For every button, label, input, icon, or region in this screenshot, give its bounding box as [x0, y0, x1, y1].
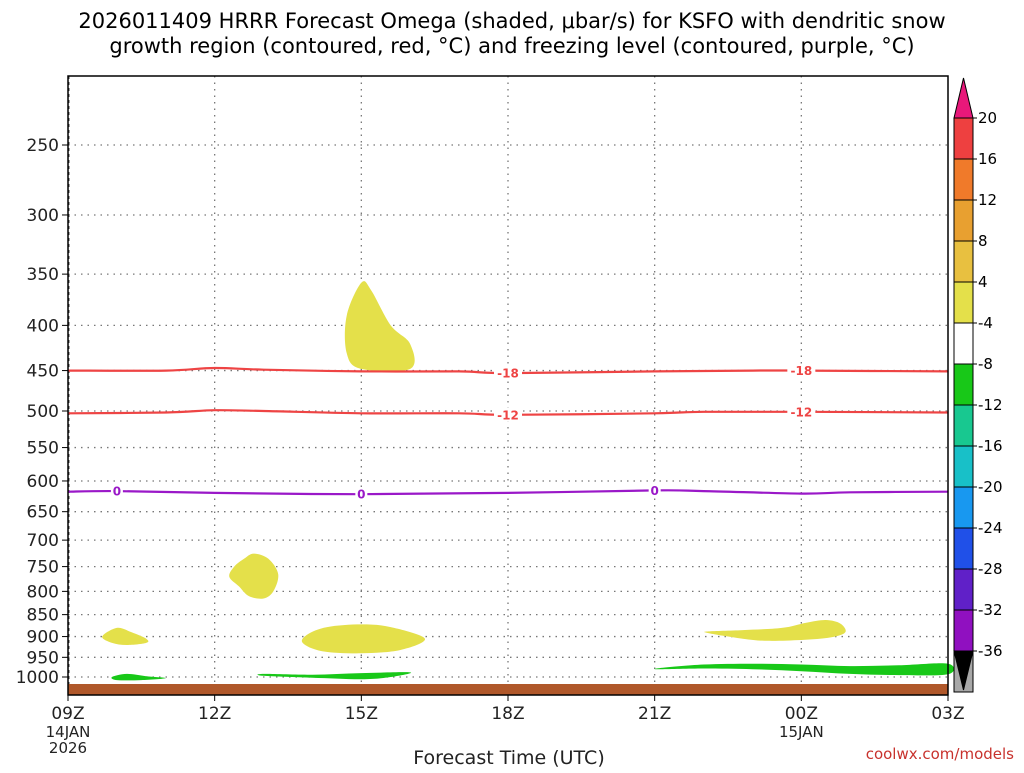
y-tick-label: 900	[27, 628, 59, 648]
colorbar-label: 4	[978, 273, 988, 291]
y-tick-label: 300	[27, 206, 59, 226]
x-tick-year: 2026	[49, 739, 87, 757]
y-tick-label: 750	[27, 558, 59, 578]
colorbar-segment	[953, 199, 974, 242]
colorbar-segment	[953, 568, 974, 611]
colorbar-label: -8	[978, 355, 993, 373]
dgz-minus18-label: -18	[497, 367, 519, 381]
colorbar-segment	[953, 322, 974, 365]
downward-omega-minus4to8-1000hpa-a	[111, 673, 166, 681]
x-tick-date: 15JAN	[779, 723, 824, 741]
y-tick-label: 450	[27, 362, 59, 382]
colorbar-label: -4	[978, 314, 993, 332]
colorbar-label: -28	[978, 560, 1003, 578]
x-tick-label: 18Z	[491, 704, 524, 724]
freezing-level-0-label-bg	[355, 487, 368, 502]
omega-shading	[102, 281, 955, 681]
x-tick-label: 21Z	[638, 704, 671, 724]
x-tick-label: 03Z	[931, 704, 964, 724]
dgz-minus18-line	[67, 366, 949, 375]
colorbar-label: -16	[978, 437, 1003, 455]
x-tick-label: 09Z	[51, 704, 84, 724]
downward-omega-minus4to8-1000hpa-b	[257, 672, 412, 680]
dgz-minus12-label: -12	[497, 408, 519, 422]
y-tick-label: 650	[27, 503, 59, 523]
colorbar-segment	[953, 240, 974, 283]
colorbar-label: 8	[978, 232, 988, 250]
chart-title-line2: growth region (contoured, red, °C) and f…	[109, 34, 914, 58]
colorbar-label: 20	[978, 109, 997, 127]
credit-text[interactable]: coolwx.com/models	[866, 745, 1014, 763]
terrain	[68, 684, 948, 695]
y-tick-label: 550	[27, 439, 59, 459]
contour-lines: -18 -18 -12 -12 0 0 0	[67, 363, 949, 502]
dgz-minus12-label: -12	[790, 405, 812, 419]
x-axis-label: Forecast Time (UTC)	[413, 747, 604, 768]
colorbar-label: -32	[978, 601, 1003, 619]
downward-omega-minus4to8-1000hpa-c	[654, 663, 955, 676]
dgz-minus12-label-bg	[787, 404, 816, 419]
y-tick-label: 950	[27, 648, 59, 668]
colorbar-segment	[953, 281, 974, 324]
freezing-level-0-label-bg	[110, 484, 123, 499]
x-tick-label: 00Z	[785, 704, 818, 724]
dgz-minus18-label: -18	[790, 364, 812, 378]
dgz-minus18-label-bg	[494, 366, 522, 381]
colorbar-segment	[953, 486, 974, 529]
y-tick-label: 800	[27, 582, 59, 602]
x-tick-label: 15Z	[345, 704, 378, 724]
grid	[68, 76, 948, 695]
upward-omega-4to8-895hpa-c	[704, 619, 846, 641]
colorbar-top-arrow	[953, 77, 974, 119]
x-tick-label: 12Z	[198, 704, 231, 724]
freezing-level-0-label: 0	[650, 484, 658, 498]
colorbar-segment	[953, 363, 974, 406]
colorbar-bottom-arrow	[953, 650, 974, 691]
dgz-minus12-label-bg	[494, 407, 522, 422]
colorbar-label: -24	[978, 519, 1003, 537]
x-tick-date: 14JAN	[46, 723, 91, 741]
freezing-level-0-line	[67, 489, 949, 496]
colorbar-segment	[953, 609, 974, 652]
colorbar-label: 16	[978, 150, 997, 168]
y-tick-label: 500	[27, 402, 59, 422]
y-tick-label: 1000	[16, 668, 59, 688]
axis-ticks: 2503003504004505005506006507007508008509…	[16, 136, 965, 757]
chart-title-line1: 2026011409 HRRR Forecast Omega (shaded, …	[78, 9, 945, 33]
colorbar-label: -36	[978, 642, 1003, 660]
colorbar: 20 16 12 8 4 -4 -8 -12 -16 -20 -24 -28 -32 -36	[953, 77, 1003, 693]
terrain-band	[68, 684, 948, 695]
freezing-level-0-label-bg	[648, 483, 661, 498]
freezing-level-0-label: 0	[357, 488, 365, 502]
y-tick-label: 850	[27, 606, 59, 626]
freezing-level-0-label: 0	[113, 485, 121, 499]
upward-omega-4to8-900hpa-a	[102, 627, 149, 645]
colorbar-segment	[953, 527, 974, 570]
colorbar-label: -12	[978, 396, 1003, 414]
upward-omega-4to8-900hpa-b	[301, 624, 426, 654]
colorbar-label: -20	[978, 478, 1003, 496]
colorbar-segment	[953, 158, 974, 201]
y-tick-label: 700	[27, 531, 59, 551]
y-tick-label: 600	[27, 472, 59, 492]
plot-area	[68, 76, 948, 695]
colorbar-segment	[953, 404, 974, 447]
colorbar-segment	[953, 117, 974, 160]
y-tick-label: 250	[27, 136, 59, 156]
y-tick-label: 400	[27, 316, 59, 336]
upward-omega-4to8-400hpa	[344, 281, 415, 372]
y-tick-label: 350	[27, 265, 59, 285]
upward-omega-4to8-760hpa	[229, 553, 279, 599]
colorbar-segment	[953, 445, 974, 488]
dgz-minus18-label-bg	[787, 363, 816, 378]
colorbar-label: 12	[978, 191, 997, 209]
dgz-minus12-line	[67, 409, 949, 416]
